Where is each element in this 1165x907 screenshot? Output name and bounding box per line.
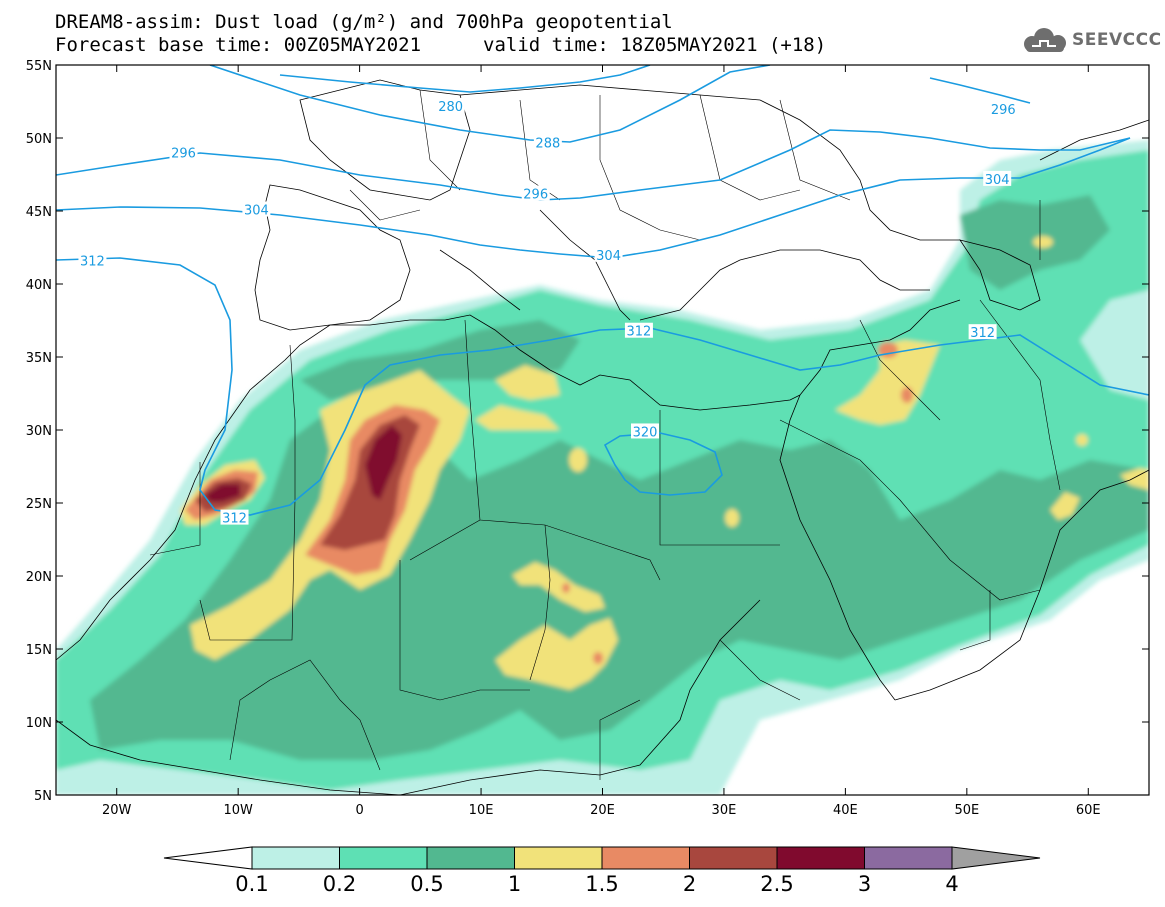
contour-label-bg xyxy=(242,201,271,217)
dust-region-1-sahel xyxy=(495,618,618,690)
lat-tick-label: 25N xyxy=(26,497,52,512)
lat-tick-label: 45N xyxy=(26,205,52,220)
colorbar-box xyxy=(251,846,340,870)
lat-tick-label: 30N xyxy=(26,424,52,439)
lon-tick-label: 60E xyxy=(1076,803,1101,818)
contour-280 xyxy=(279,65,651,93)
contour-296-east xyxy=(929,77,1031,104)
colorbar-level-label: 2 xyxy=(683,872,696,896)
colorbar-level-label: 2.5 xyxy=(760,872,793,896)
colorbar-upper-extend xyxy=(951,846,1041,870)
contour-label: 312 xyxy=(222,512,247,527)
colorbar-box xyxy=(514,846,603,870)
contour-label-bg xyxy=(436,97,465,113)
contour-label-bg xyxy=(594,246,623,262)
contour-label: 296 xyxy=(991,103,1016,118)
dust-region-1-libya xyxy=(495,365,560,400)
dust-region-1.5-spot-b xyxy=(562,583,570,593)
colorbar-box xyxy=(601,846,690,870)
colorbar-level-label: 0.1 xyxy=(235,872,268,896)
contour-label-bg xyxy=(968,324,997,340)
contour-label: 312 xyxy=(80,255,105,270)
contour-labels: 280 288 296 296 296 304 304 304 312 312 312 312 320 xyxy=(78,97,1018,527)
dust-region-1-spot-b xyxy=(725,509,739,527)
dust-field: 280 288 296 296 296 304 304 304 312 312 312 312 320 xyxy=(56,65,1149,795)
contour-label-bg xyxy=(989,100,1018,116)
contour-label-bg xyxy=(78,252,107,268)
colorbar-box xyxy=(776,846,865,870)
contour-label-bg xyxy=(220,509,249,525)
dust-region-2.5-morocco xyxy=(205,484,240,502)
dust-region-1-iraq xyxy=(835,340,940,425)
dust-region-1-arabia xyxy=(1050,492,1080,520)
colorbar-box xyxy=(864,846,953,870)
dust-region-1-chad xyxy=(512,562,605,612)
contour-label: 280 xyxy=(438,100,463,115)
contour-label: 304 xyxy=(244,204,269,219)
contour-label-bg xyxy=(521,185,550,201)
lon-tick-label: 30E xyxy=(712,803,737,818)
contour-label: 304 xyxy=(985,173,1010,188)
borders xyxy=(149,89,1061,780)
colorbar-box xyxy=(689,846,778,870)
lat-tick-label: 20N xyxy=(26,570,52,585)
colorbar-level-label: 1 xyxy=(508,872,521,896)
longitude-axis: 20W 10W 0 10E 20E 30E 40E 50E 60E xyxy=(102,65,1101,818)
colorbar-level-label: 3 xyxy=(858,872,871,896)
lon-tick-label: 40E xyxy=(833,803,858,818)
contour-label: 312 xyxy=(970,326,995,341)
lat-tick-label: 55N xyxy=(26,59,52,74)
lon-tick-label: 10E xyxy=(469,803,494,818)
lon-tick-label: 20W xyxy=(102,803,132,818)
contour-label-bg xyxy=(983,170,1012,186)
colorbar-level-label: 0.5 xyxy=(410,872,443,896)
logo-text: SEEVCCC xyxy=(1072,30,1162,50)
contour-label: 288 xyxy=(535,136,560,151)
lat-tick-label: 10N xyxy=(26,716,52,731)
lat-tick-label: 40N xyxy=(26,278,52,293)
contour-label: 296 xyxy=(171,147,196,162)
contour-296-west xyxy=(56,129,1131,201)
contour-label-bg xyxy=(169,144,198,160)
contour-312-arc xyxy=(56,257,1149,516)
contour-label-bg xyxy=(533,134,562,150)
contour-label: 304 xyxy=(596,249,621,264)
dust-region-2.5 xyxy=(365,425,402,500)
lon-tick-label: 0 xyxy=(355,803,363,818)
dust-region-1-tunisia xyxy=(475,405,560,430)
coastlines xyxy=(56,79,1149,795)
contour-label-bg xyxy=(624,322,653,338)
lon-tick-label: 10W xyxy=(223,803,253,818)
contour-label: 312 xyxy=(627,325,652,340)
colorbar-lower-extend xyxy=(163,846,253,870)
cloud-logo-icon xyxy=(1024,28,1066,52)
colorbar-level-label: 0.2 xyxy=(323,872,356,896)
colorbar-level-label: 4 xyxy=(945,872,958,896)
lat-tick-label: 35N xyxy=(26,351,52,366)
dust-region-1-spot-a xyxy=(569,448,587,472)
lon-tick-label: 20E xyxy=(590,803,615,818)
dust-region-1-spot-d xyxy=(1076,434,1088,446)
map-title: DREAM8-assim: Dust load (g/m²) and 700hP… xyxy=(55,11,673,33)
contour-label: 320 xyxy=(633,425,658,440)
lon-tick-label: 50E xyxy=(954,803,979,818)
lat-tick-label: 15N xyxy=(26,643,52,658)
dust-region-1-spot-c xyxy=(1033,236,1053,248)
lat-tick-label: 5N xyxy=(34,789,52,804)
forecast-base-time: Forecast base time: 00Z05MAY2021 xyxy=(55,34,422,56)
valid-time: valid time: 18Z05MAY2021 (+18) xyxy=(483,34,827,56)
colorbar-box xyxy=(339,846,428,870)
contour-label: 296 xyxy=(523,187,548,202)
dust-region-1.5-iraq-b xyxy=(901,387,913,403)
latitude-axis: 55N 50N 45N 40N 35N 30N 25N 20N 15N 10N 5N xyxy=(26,59,1149,804)
contour-label-bg xyxy=(631,423,660,439)
colorbar-box xyxy=(426,846,515,870)
lat-tick-label: 50N xyxy=(26,132,52,147)
dust-region-1.5-spot-a xyxy=(593,652,603,664)
colorbar-level-label: 1.5 xyxy=(585,872,618,896)
